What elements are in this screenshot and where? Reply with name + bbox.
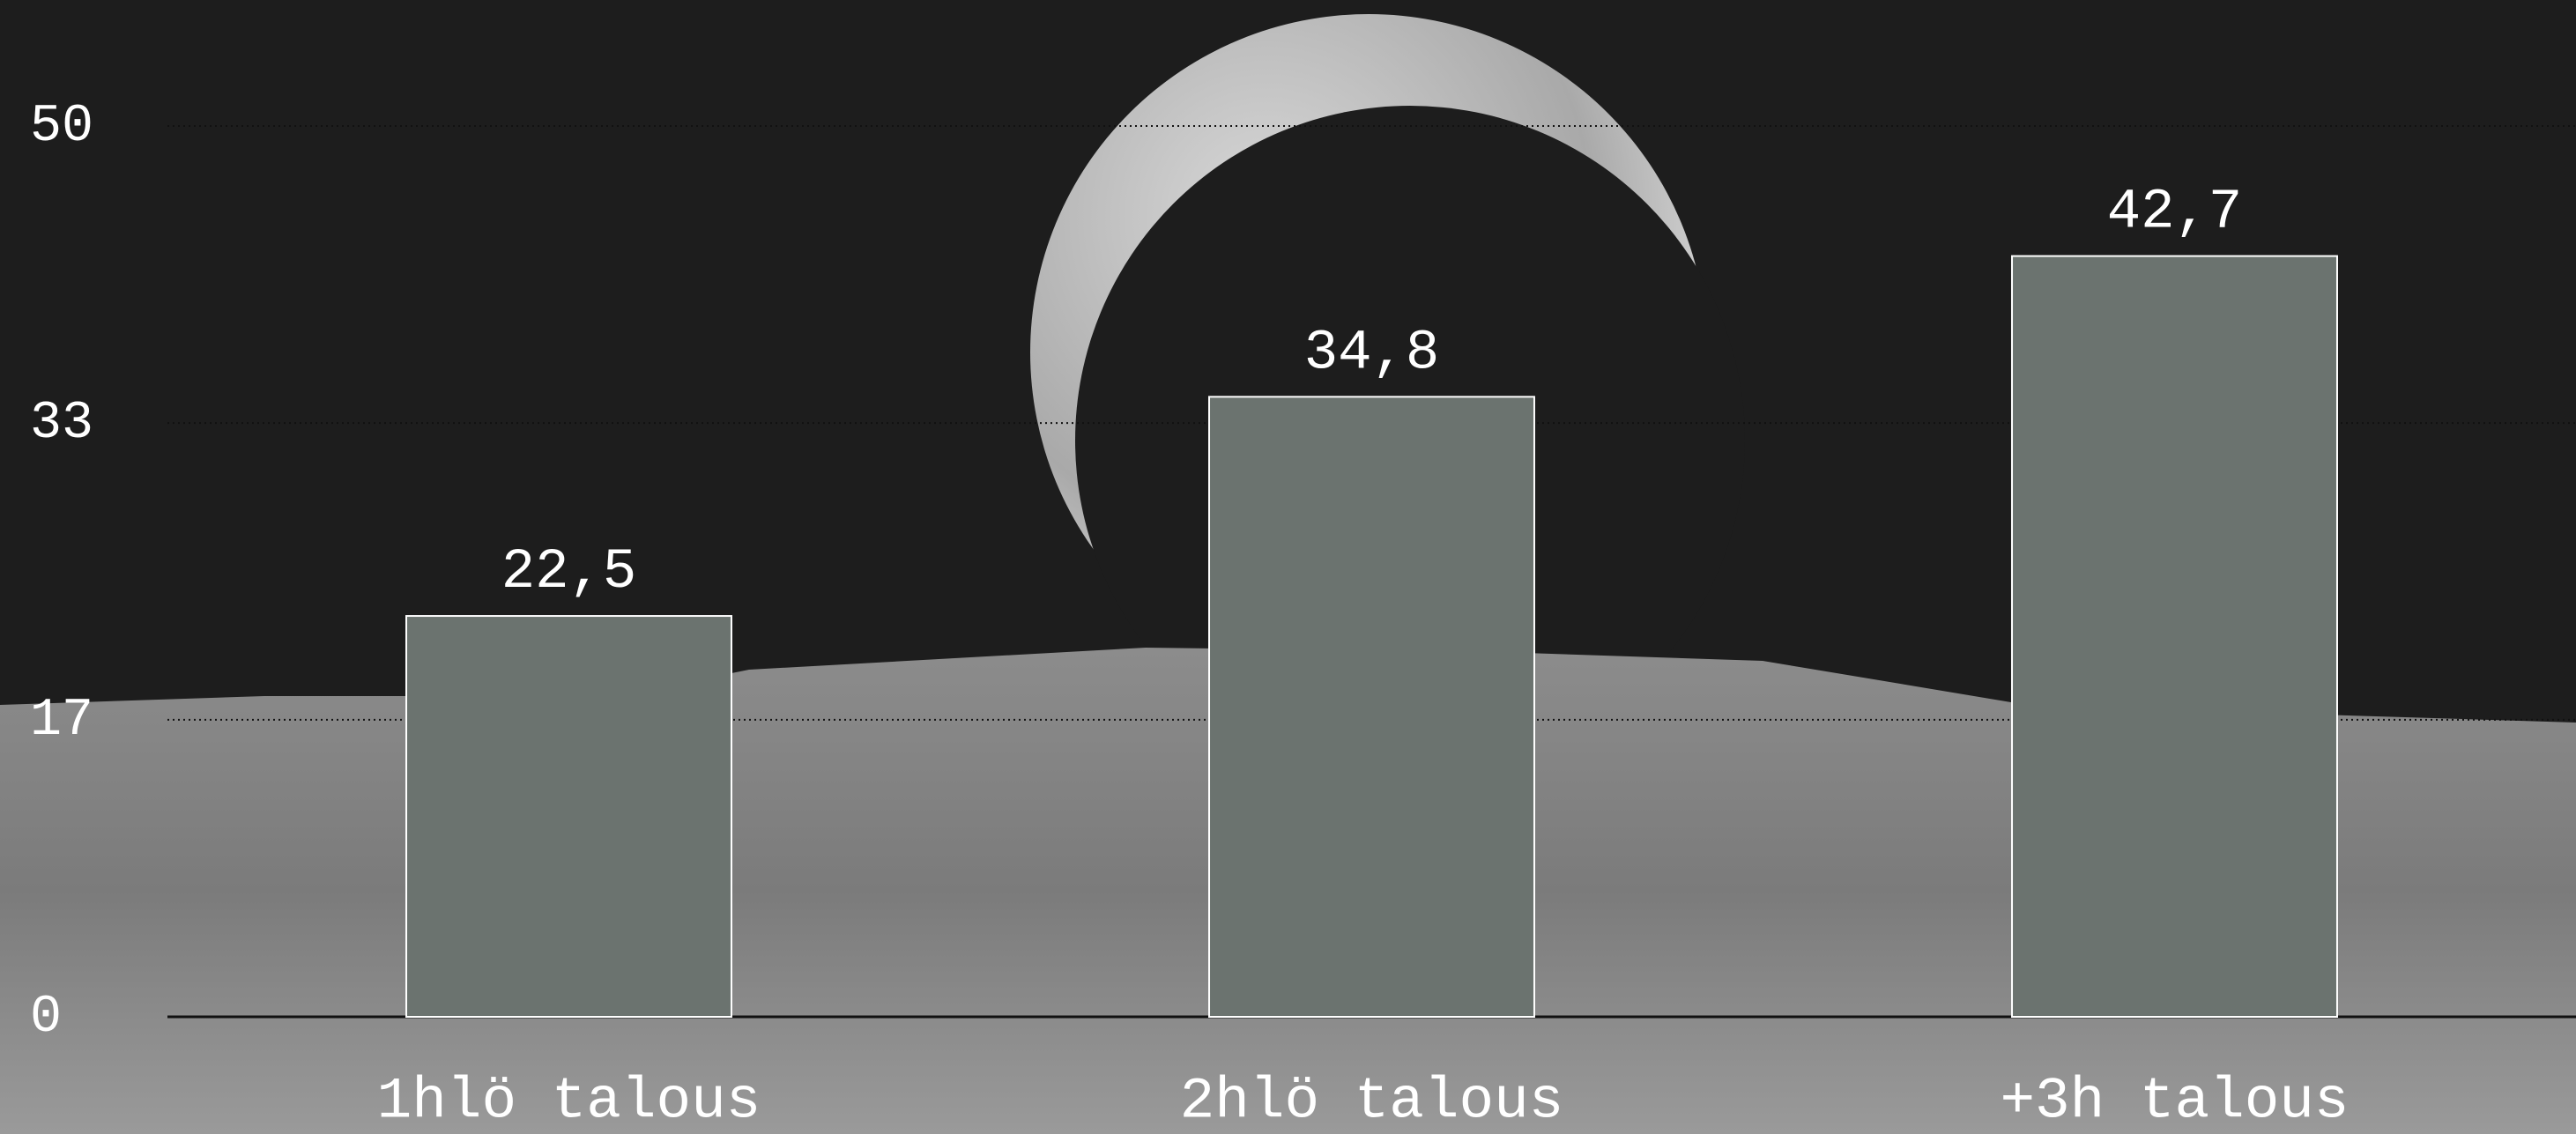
y-tick-label: 0 <box>30 988 62 1048</box>
x-tick-label: 1hlö talous <box>377 1068 761 1134</box>
value-label: 22,5 <box>501 541 637 604</box>
x-tick-label: +3h talous <box>2000 1068 2349 1134</box>
plot: 0 17 33 50 1hlö talous 22,5 2hlö talous 34,8 +3h… <box>30 97 2576 1134</box>
y-tick-label: 33 <box>30 394 93 454</box>
x-tick-label: 2hlö talous <box>1180 1068 1564 1134</box>
y-tick-label: 50 <box>30 97 93 157</box>
value-label: 34,8 <box>1304 322 1440 385</box>
value-label: 42,7 <box>2107 182 2243 245</box>
bar <box>1208 396 1535 1018</box>
bar <box>405 615 732 1018</box>
bar <box>2011 255 2338 1018</box>
y-tick-label: 17 <box>30 691 93 751</box>
